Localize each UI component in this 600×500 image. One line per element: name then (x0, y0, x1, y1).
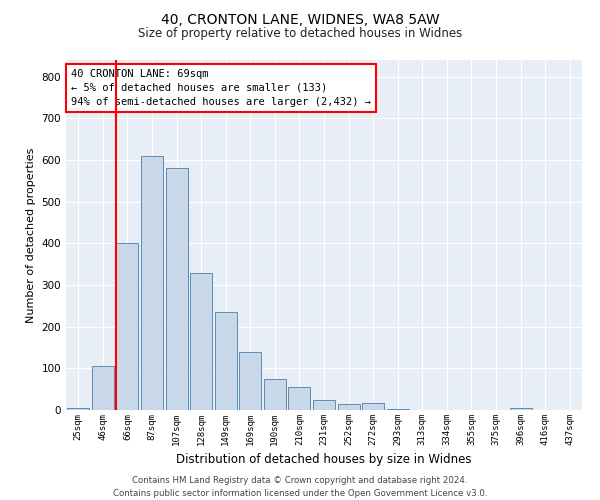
Bar (116, 244, 139, 410)
Bar (289, 387, 310, 410)
Bar (362, 403, 384, 410)
Text: Contains HM Land Registry data © Crown copyright and database right 2024.
Contai: Contains HM Land Registry data © Crown c… (113, 476, 487, 498)
Bar (92, 366, 114, 410)
Bar (166, 168, 188, 410)
Y-axis label: Number of detached properties: Number of detached properties (26, 148, 36, 322)
Text: Size of property relative to detached houses in Widnes: Size of property relative to detached ho… (138, 28, 462, 40)
Bar (509, 408, 532, 410)
Bar (338, 404, 359, 410)
Bar (215, 312, 237, 410)
Bar (264, 379, 286, 410)
Bar (190, 272, 212, 410)
Bar (239, 352, 262, 410)
Bar (386, 409, 409, 410)
Bar (141, 156, 163, 410)
Bar (313, 400, 335, 410)
X-axis label: Distribution of detached houses by size in Widnes: Distribution of detached houses by size … (176, 454, 472, 466)
Bar (67, 408, 89, 410)
Text: 40, CRONTON LANE, WIDNES, WA8 5AW: 40, CRONTON LANE, WIDNES, WA8 5AW (161, 12, 439, 26)
Text: 40 CRONTON LANE: 69sqm
← 5% of detached houses are smaller (133)
94% of semi-det: 40 CRONTON LANE: 69sqm ← 5% of detached … (71, 69, 371, 107)
